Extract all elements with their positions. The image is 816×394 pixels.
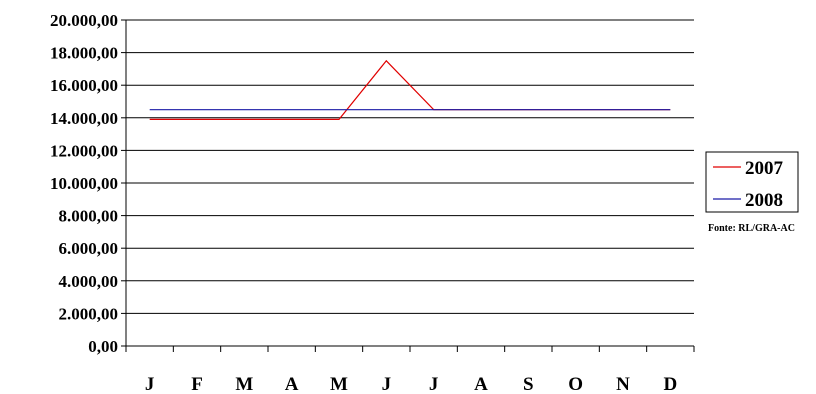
y-tick-label: 12.000,00 xyxy=(50,141,118,160)
x-tick-label: O xyxy=(568,374,583,394)
y-tick-label: 8.000,00 xyxy=(59,207,119,226)
y-tick-label: 14.000,00 xyxy=(50,109,118,128)
y-tick-label: 20.000,00 xyxy=(50,11,118,30)
legend-label-2007: 2007 xyxy=(745,158,784,179)
legend: 2007 2008 xyxy=(705,151,799,213)
x-tick-label: J xyxy=(145,374,155,394)
x-tick-label: D xyxy=(663,374,677,394)
y-tick-label: 16.000,00 xyxy=(50,76,118,95)
x-tick-label: N xyxy=(616,374,630,394)
x-tick-label: J xyxy=(382,374,392,394)
x-tick-label: S xyxy=(523,374,534,394)
y-tick-label: 4.000,00 xyxy=(59,272,119,291)
gridlines xyxy=(126,19,694,314)
x-tick-label: F xyxy=(191,374,203,394)
source-note: Fonte: RL/GRA-AC xyxy=(708,223,795,234)
y-tick-label: 2.000,00 xyxy=(59,304,119,323)
y-tick-label: 10.000,00 xyxy=(50,174,118,193)
y-tick-label: 6.000,00 xyxy=(59,239,119,258)
series-line-2007 xyxy=(149,59,671,121)
legend-box xyxy=(705,151,799,213)
axes xyxy=(121,19,695,352)
x-tick-label: A xyxy=(474,374,488,394)
x-tick-label: M xyxy=(235,374,253,394)
y-tick-labels: 0,00 2.000,00 4.000,00 6.000,00 8.000,00 10.0… xyxy=(50,11,118,356)
series-lines xyxy=(149,59,671,121)
x-tick-label: M xyxy=(330,374,348,394)
y-tick-label: 18.000,00 xyxy=(50,44,118,63)
y-tick-label: 0,00 xyxy=(88,337,118,356)
legend-label-2008: 2008 xyxy=(745,190,783,211)
x-tick-label: J xyxy=(429,374,439,394)
x-tick-label: A xyxy=(285,374,299,394)
